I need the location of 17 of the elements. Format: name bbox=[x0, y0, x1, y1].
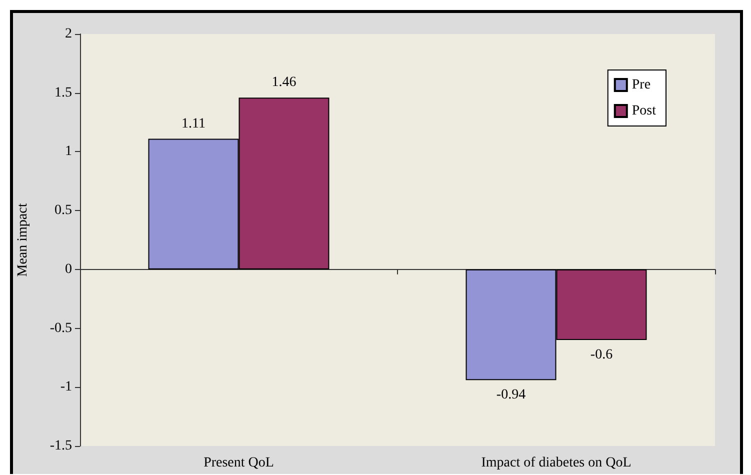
legend-label: Post bbox=[632, 104, 656, 118]
data-label: 1.11 bbox=[182, 116, 206, 132]
y-tick-label: -0.5 bbox=[50, 320, 72, 336]
y-tick-label: -1.5 bbox=[50, 438, 72, 454]
data-label: 1.46 bbox=[272, 75, 296, 90]
data-label: -0.6 bbox=[590, 348, 613, 363]
y-tick-label: 1 bbox=[65, 144, 72, 160]
x-tick-label: Present QoL bbox=[204, 456, 274, 470]
y-tick-label: 1.5 bbox=[54, 85, 72, 100]
legend-label: Pre bbox=[632, 78, 651, 92]
y-tick-label: -1 bbox=[60, 380, 72, 395]
y-tick-label: 0 bbox=[65, 262, 72, 277]
y-tick-label: 2 bbox=[65, 26, 72, 42]
y-tick-label: 0.5 bbox=[54, 203, 72, 218]
y-axis-title: Mean impact bbox=[16, 203, 30, 277]
x-tick-label: Impact of diabetes on QoL bbox=[481, 456, 632, 470]
data-label: -0.94 bbox=[496, 388, 526, 403]
